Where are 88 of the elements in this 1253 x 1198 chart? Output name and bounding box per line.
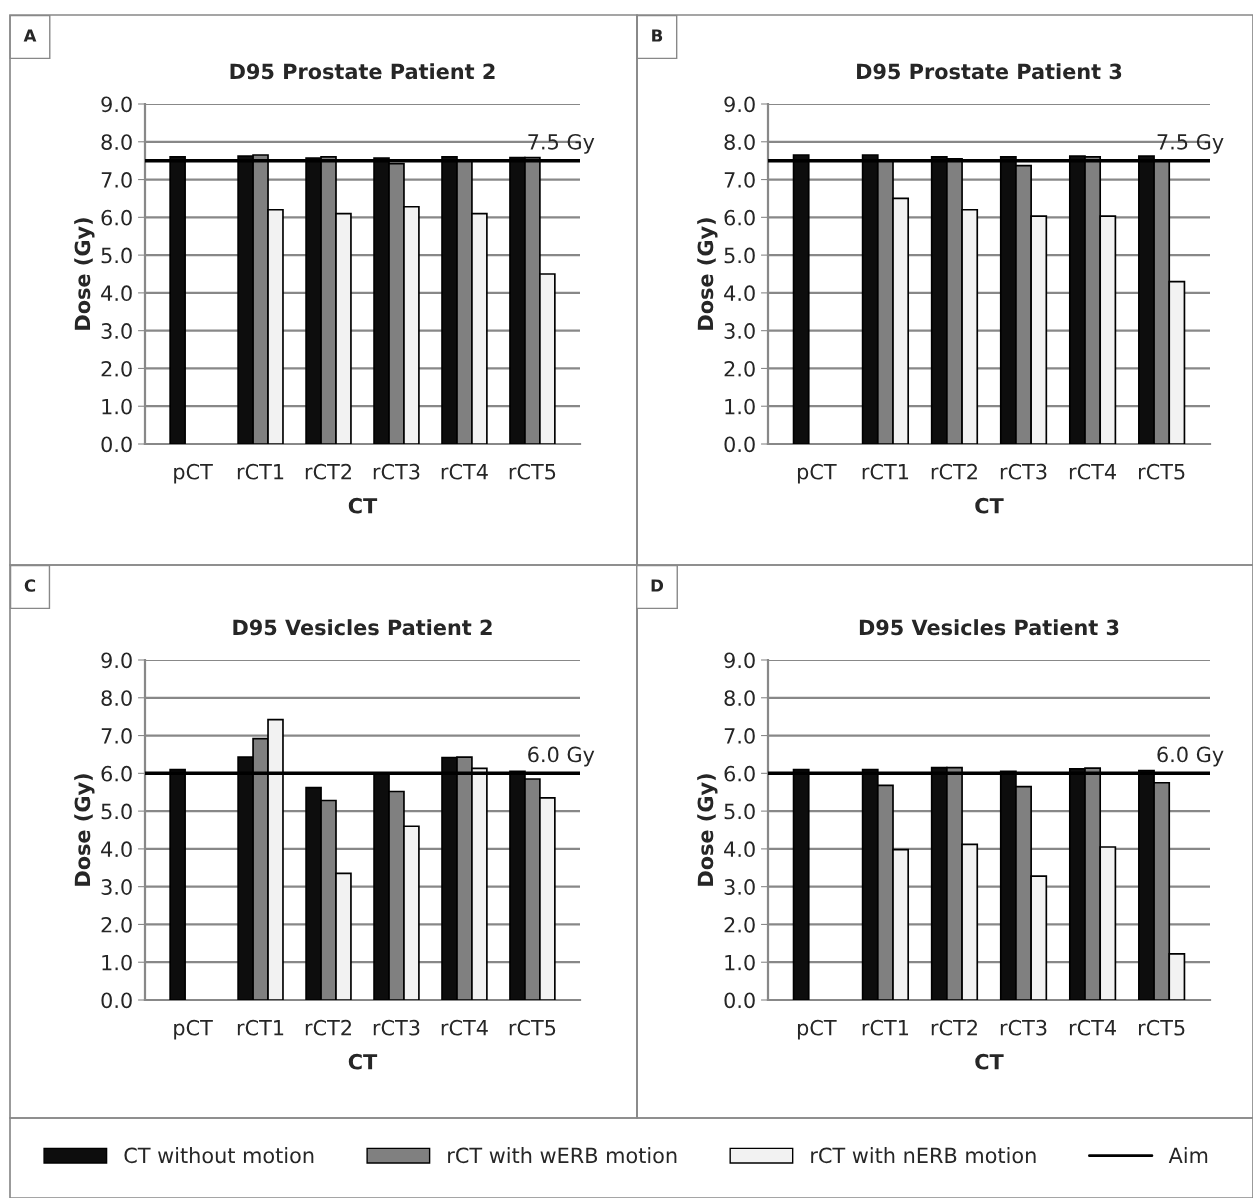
- x-axis-title: CT: [975, 497, 1004, 514]
- y-tick-label: 5.0: [724, 803, 755, 820]
- annotation: 6.0 Gy: [1157, 746, 1224, 767]
- x-tick-label: rCT2: [931, 463, 977, 480]
- chart-title: D95 Prostate Patient 3: [857, 63, 1122, 80]
- y-tick-label: 3.0: [101, 879, 132, 895]
- chart-title: D95 Vesicles Patient 3: [859, 619, 1119, 636]
- y-tick-label: 9.0: [101, 96, 132, 113]
- y-tick-label: 2.0: [101, 360, 132, 377]
- x-tick-label: rCT3: [373, 1019, 420, 1036]
- y-tick-label: 7.0: [101, 728, 132, 744]
- y-tick-label: 6.0: [724, 209, 755, 226]
- y-tick-label: 6.0: [101, 209, 132, 226]
- y-axis-title: Dose (Gy): [74, 218, 95, 330]
- x-tick-label: rCT3: [1000, 1019, 1047, 1036]
- y-tick-label: 4.0: [724, 285, 755, 302]
- x-tick-label: rCT5: [1139, 1019, 1185, 1036]
- y-tick-label: 8.0: [724, 134, 755, 150]
- y-tick-label: 2.0: [724, 360, 755, 377]
- y-tick-label: 9.0: [101, 652, 132, 669]
- text: A: [23, 29, 37, 42]
- y-tick-label: 3.0: [101, 323, 132, 339]
- y-tick-label: 1.0: [725, 398, 755, 415]
- x-tick-label: rCT4: [1069, 463, 1116, 480]
- chart-title: D95 Prostate Patient 2: [230, 63, 495, 80]
- y-tick-label: 6.0: [724, 765, 755, 782]
- y-tick-label: 8.0: [724, 690, 755, 706]
- text: C: [24, 579, 36, 592]
- y-tick-label: 7.0: [724, 172, 755, 188]
- y-tick-label: 8.0: [101, 690, 132, 706]
- x-tick-label: rCT2: [305, 463, 351, 480]
- y-tick-label: 7.0: [101, 172, 132, 188]
- legend-label: CT without motion: [124, 1147, 314, 1164]
- chart-title: D95 Vesicles Patient 2: [233, 619, 492, 636]
- y-tick-label: 4.0: [724, 841, 755, 858]
- x-tick-label: pCT: [174, 1019, 213, 1040]
- y-tick-label: 1.0: [725, 954, 755, 971]
- y-tick-label: 2.0: [101, 916, 132, 933]
- x-axis-title: CT: [348, 497, 378, 514]
- x-axis-title: CT: [348, 1053, 378, 1070]
- annotation: 6.0 Gy: [528, 746, 595, 767]
- x-tick-label: rCT1: [237, 1019, 284, 1036]
- y-tick-label: 0.0: [101, 436, 132, 453]
- x-tick-label: rCT1: [237, 463, 284, 480]
- x-tick-label: rCT3: [373, 463, 420, 480]
- x-tick-label: rCT4: [1069, 1019, 1116, 1036]
- y-tick-label: 4.0: [101, 285, 132, 302]
- x-tick-label: rCT5: [509, 463, 556, 480]
- annotation: 7.5 Gy: [1157, 133, 1224, 154]
- x-tick-label: pCT: [797, 1019, 837, 1040]
- y-tick-label: 0.0: [101, 992, 132, 1009]
- legend-label: rCT with nERB motion: [811, 1147, 1036, 1164]
- y-tick-label: 2.0: [724, 916, 755, 933]
- legend-label: Aim: [1168, 1147, 1208, 1163]
- text: D: [651, 579, 664, 592]
- x-tick-label: pCT: [797, 463, 837, 484]
- y-tick-label: 1.0: [102, 398, 132, 415]
- x-tick-label: rCT1: [862, 463, 909, 480]
- y-tick-label: 5.0: [101, 803, 132, 820]
- x-tick-label: rCT4: [441, 463, 488, 480]
- x-tick-label: rCT5: [1139, 463, 1185, 480]
- y-tick-label: 3.0: [724, 323, 755, 339]
- y-tick-label: 0.0: [724, 992, 755, 1009]
- y-tick-label: 4.0: [101, 841, 132, 858]
- y-axis-title: Dose (Gy): [74, 774, 95, 886]
- x-tick-label: pCT: [174, 463, 213, 484]
- y-axis-title: Dose (Gy): [697, 774, 718, 886]
- y-tick-label: 5.0: [101, 247, 132, 264]
- x-tick-label: rCT2: [931, 1019, 977, 1036]
- annotation: 7.5 Gy: [528, 133, 595, 154]
- y-tick-label: 9.0: [724, 652, 755, 669]
- text: B: [652, 29, 663, 42]
- y-axis-title: Dose (Gy): [697, 218, 718, 330]
- y-tick-label: 0.0: [724, 436, 755, 453]
- y-tick-label: 9.0: [724, 96, 755, 113]
- y-tick-label: 3.0: [724, 879, 755, 895]
- x-tick-label: rCT2: [305, 1019, 351, 1036]
- y-tick-label: 6.0: [101, 765, 132, 782]
- y-tick-label: 8.0: [101, 134, 132, 150]
- x-tick-label: rCT4: [441, 1019, 488, 1036]
- y-tick-label: 1.0: [102, 954, 132, 971]
- x-axis-title: CT: [975, 1053, 1004, 1070]
- x-tick-label: rCT5: [509, 1019, 556, 1036]
- x-tick-label: rCT1: [862, 1019, 909, 1036]
- legend-label: rCT with wERB motion: [448, 1147, 677, 1164]
- y-tick-label: 7.0: [724, 728, 755, 744]
- x-tick-label: rCT3: [1000, 463, 1047, 480]
- y-tick-label: 5.0: [724, 247, 755, 264]
